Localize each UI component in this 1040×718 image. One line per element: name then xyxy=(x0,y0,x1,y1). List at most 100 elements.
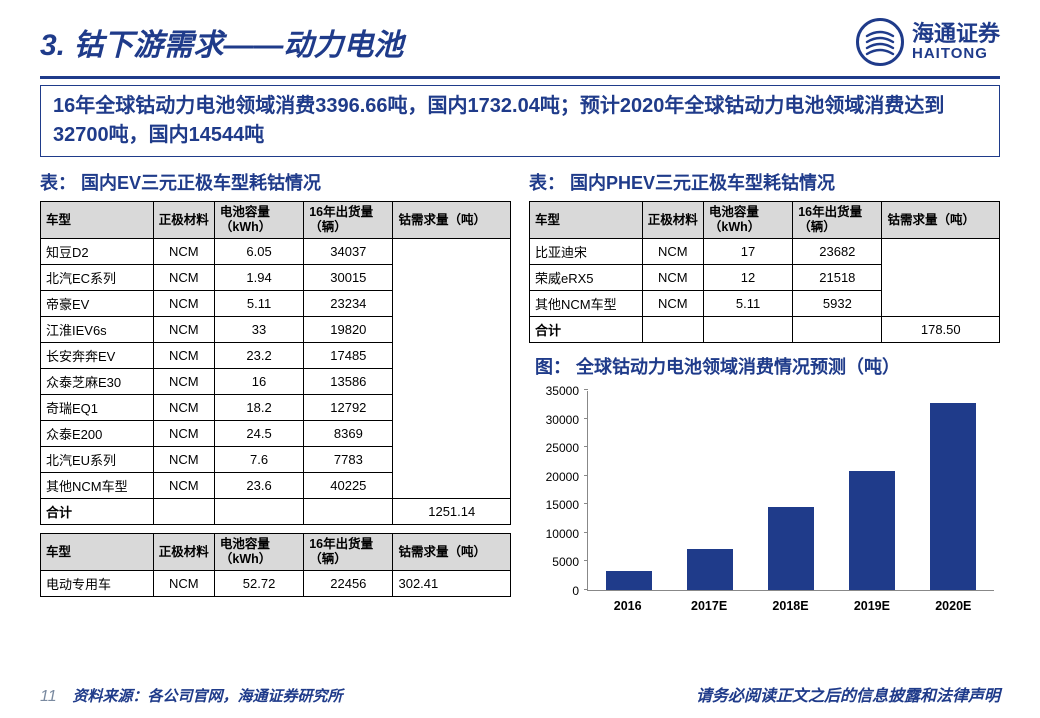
cell: 江淮IEV6s xyxy=(41,317,154,343)
cell: 18.2 xyxy=(214,395,303,421)
cell: 24.5 xyxy=(214,421,303,447)
cell: 13586 xyxy=(304,369,393,395)
page-title: 3. 钴下游需求——动力电池 xyxy=(40,20,403,64)
cell: 12792 xyxy=(304,395,393,421)
cell: NCM xyxy=(153,317,214,343)
col-header: 车型 xyxy=(530,202,643,239)
cell: 178.50 xyxy=(882,317,1000,343)
cell: 北汽EU系列 xyxy=(41,447,154,473)
cell xyxy=(703,317,792,343)
cell: 7783 xyxy=(304,447,393,473)
cell: 17485 xyxy=(304,343,393,369)
cell: 5.11 xyxy=(214,291,303,317)
cell xyxy=(642,317,703,343)
cell: 电动专用车 xyxy=(41,571,154,597)
cell: 知豆D2 xyxy=(41,239,154,265)
bar-chart: 0500010000150002000025000300003500020162… xyxy=(535,385,1000,615)
cell: NCM xyxy=(153,343,214,369)
left-column: 表： 国内EV三元正极车型耗钴情况 车型正极材料电池容量（kWh）16年出货量（… xyxy=(40,165,511,615)
cell: 30015 xyxy=(304,265,393,291)
chart-caption: 图： 全球钴动力电池领域消费情况预测（吨） xyxy=(535,353,1000,379)
x-label: 2018E xyxy=(772,599,808,613)
cell: 21518 xyxy=(793,265,882,291)
logo-en-text: HAITONG xyxy=(912,46,1000,63)
col-header: 钴需求量（吨） xyxy=(393,534,511,571)
y-tick: 5000 xyxy=(552,555,579,569)
cell: 23.6 xyxy=(214,473,303,499)
total-row: 合计 178.50 xyxy=(530,317,1000,343)
cell: 17 xyxy=(703,239,792,265)
col-header: 车型 xyxy=(41,202,154,239)
col-header: 电池容量（kWh） xyxy=(214,534,303,571)
cell: NCM xyxy=(153,369,214,395)
summary-box: 16年全球钴动力电池领域消费3396.66吨，国内1732.04吨；预计2020… xyxy=(40,85,1000,157)
cell: NCM xyxy=(153,239,214,265)
y-tick: 30000 xyxy=(546,413,579,427)
x-label: 2016 xyxy=(614,599,642,613)
cell: NCM xyxy=(153,473,214,499)
col-header: 车型 xyxy=(41,534,154,571)
cell: 荣威eRX5 xyxy=(530,265,643,291)
cell: 16 xyxy=(214,369,303,395)
logo-cn-text: 海通证券 xyxy=(912,22,1000,46)
cell xyxy=(393,239,511,499)
table-a: 车型正极材料电池容量（kWh）16年出货量（辆）钴需求量（吨）知豆D2NCM6.… xyxy=(40,201,511,525)
cell: 23.2 xyxy=(214,343,303,369)
bar xyxy=(606,571,652,590)
table-a-caption: 表： 国内EV三元正极车型耗钴情况 xyxy=(40,169,511,195)
cell: NCM xyxy=(153,265,214,291)
col-header: 正极材料 xyxy=(153,534,214,571)
cell xyxy=(793,317,882,343)
cell: 7.6 xyxy=(214,447,303,473)
x-label: 2020E xyxy=(935,599,971,613)
table-row: 知豆D2NCM6.0534037 xyxy=(41,239,511,265)
cell: 合计 xyxy=(41,499,154,525)
cell: 34037 xyxy=(304,239,393,265)
col-header: 电池容量（kWh） xyxy=(214,202,303,239)
bar xyxy=(768,507,814,590)
y-tick: 25000 xyxy=(546,441,579,455)
cell: 其他NCM车型 xyxy=(41,473,154,499)
y-tick: 35000 xyxy=(546,384,579,398)
y-tick: 15000 xyxy=(546,498,579,512)
cell: 5932 xyxy=(793,291,882,317)
table-row: 电动专用车NCM52.7222456302.41 xyxy=(41,571,511,597)
cell: NCM xyxy=(153,291,214,317)
table-row: 比亚迪宋NCM1723682 xyxy=(530,239,1000,265)
cell: 302.41 xyxy=(393,571,511,597)
bar xyxy=(930,403,976,590)
cell: 22456 xyxy=(304,571,393,597)
cell: 23234 xyxy=(304,291,393,317)
y-tick: 20000 xyxy=(546,470,579,484)
cell: 比亚迪宋 xyxy=(530,239,643,265)
col-header: 钴需求量（吨） xyxy=(882,202,1000,239)
bar xyxy=(849,471,895,590)
cell: NCM xyxy=(642,291,703,317)
cell: 19820 xyxy=(304,317,393,343)
cell: 8369 xyxy=(304,421,393,447)
cell: NCM xyxy=(153,571,214,597)
col-header: 正极材料 xyxy=(642,202,703,239)
cell: 合计 xyxy=(530,317,643,343)
cell: 5.11 xyxy=(703,291,792,317)
right-column: 表： 国内PHEV三元正极车型耗钴情况 车型正极材料电池容量（kWh）16年出货… xyxy=(529,165,1000,615)
cell: 奇瑞EQ1 xyxy=(41,395,154,421)
col-header: 16年出货量（辆） xyxy=(304,534,393,571)
haitong-logo-icon xyxy=(856,18,904,66)
cell: 众泰芝麻E30 xyxy=(41,369,154,395)
cell: 其他NCM车型 xyxy=(530,291,643,317)
plot-area xyxy=(587,391,994,591)
y-tick: 10000 xyxy=(546,527,579,541)
table-c: 车型正极材料电池容量（kWh）16年出货量（辆）钴需求量（吨）比亚迪宋NCM17… xyxy=(529,201,1000,343)
page-number: 11 xyxy=(40,688,57,705)
col-header: 正极材料 xyxy=(153,202,214,239)
cell xyxy=(153,499,214,525)
col-header: 电池容量（kWh） xyxy=(703,202,792,239)
col-header: 16年出货量（辆） xyxy=(304,202,393,239)
cell: NCM xyxy=(642,239,703,265)
cell: NCM xyxy=(153,421,214,447)
header-divider xyxy=(40,76,1000,79)
cell: 52.72 xyxy=(214,571,303,597)
source-text: 资料来源：各公司官网，海通证券研究所 xyxy=(73,688,343,705)
cell: 1251.14 xyxy=(393,499,511,525)
